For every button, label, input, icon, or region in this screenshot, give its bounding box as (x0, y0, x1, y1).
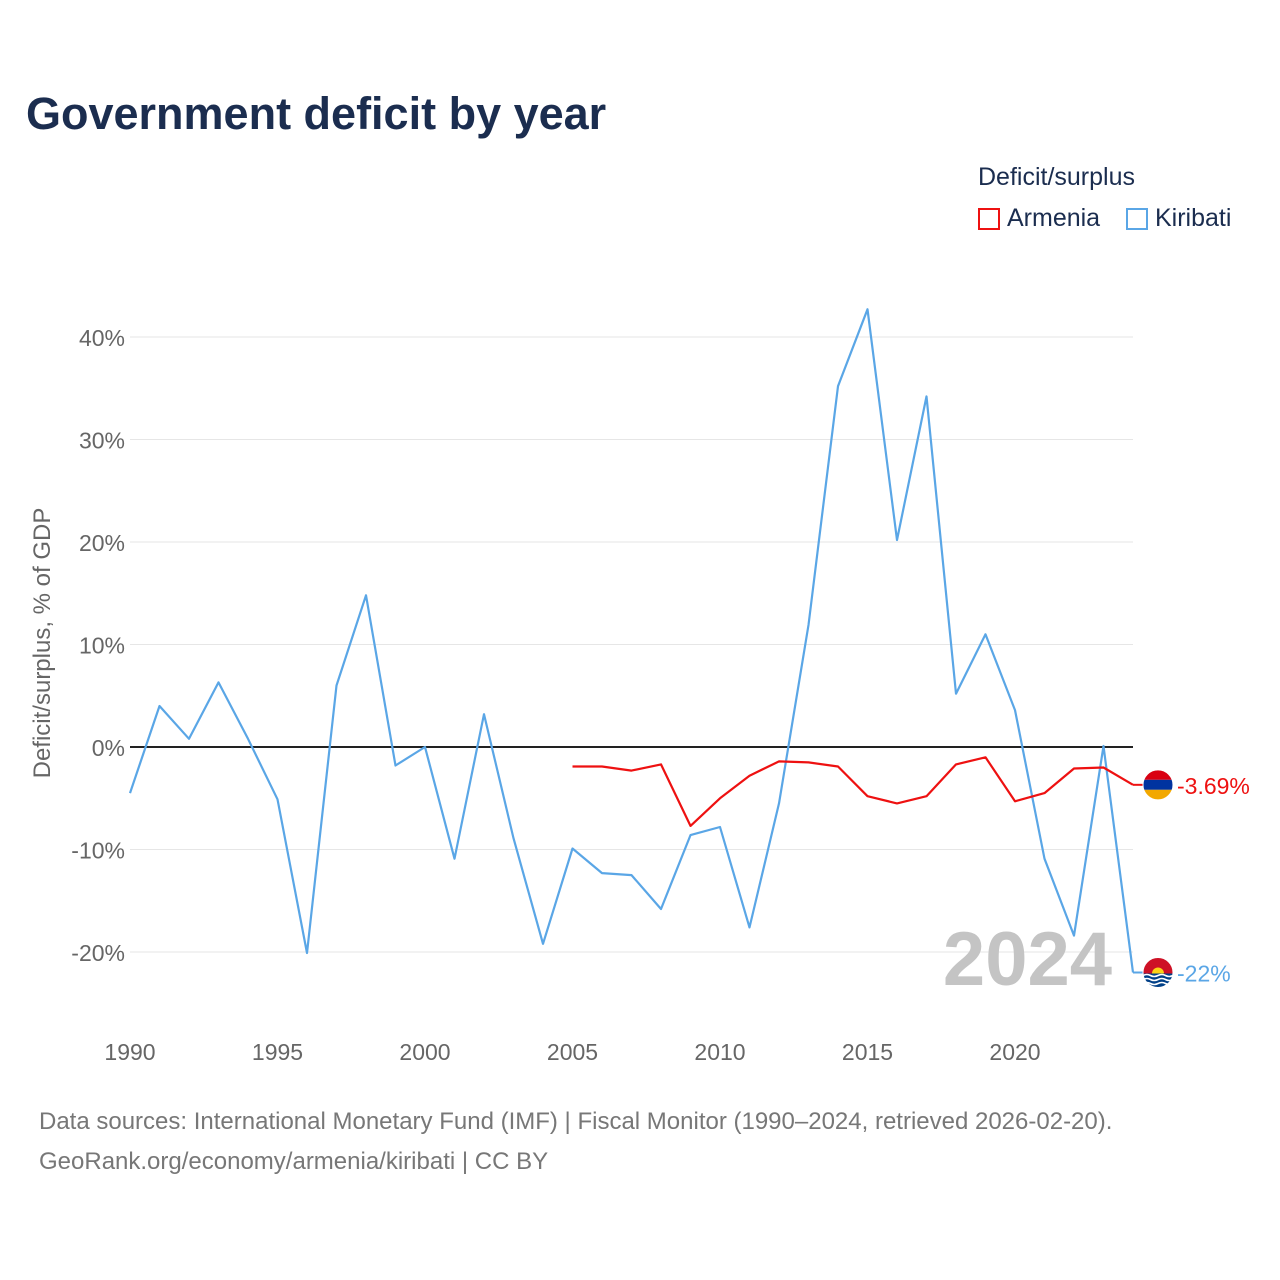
y-tick-label: 10% (79, 633, 125, 659)
year-watermark: 2024 (943, 917, 1112, 1002)
legend-swatch-armenia (978, 207, 1000, 230)
footer-attribution: GeoRank.org/economy/armenia/kiribati | C… (39, 1148, 549, 1175)
y-tick-label: -20% (71, 940, 125, 966)
y-axis-label: Deficit/surplus, % of GDP (29, 508, 56, 779)
y-tick-label: 40% (79, 325, 125, 351)
x-tick-label: 1990 (104, 1039, 155, 1065)
series-line-armenia[interactable] (572, 756, 1134, 828)
x-tick-label: 2005 (547, 1039, 598, 1065)
x-tick-label: 2000 (399, 1039, 450, 1065)
y-tick-label: 30% (79, 428, 125, 454)
legend-title: Deficit/surplus (978, 163, 1135, 191)
x-tick-label: 2015 (842, 1039, 893, 1065)
legend-item-armenia[interactable]: Armenia (978, 204, 1100, 233)
end-value-label-armenia: -3.69% (1177, 773, 1250, 799)
series-line-kiribati[interactable] (128, 308, 1135, 973)
y-axis-ticks: -20% -10% 0% 10% 20% 30% 40% (71, 325, 125, 966)
legend-label-armenia: Armenia (1007, 204, 1101, 232)
x-axis-ticks: 1990 1995 2000 2005 2010 2015 2020 (104, 1039, 1040, 1065)
legend-label-kiribati: Kiribati (1155, 204, 1232, 232)
gridlines (130, 336, 1133, 953)
kiribati-flag-icon (1142, 957, 1174, 988)
x-tick-label: 2020 (989, 1039, 1040, 1065)
end-value-label-kiribati: -22% (1177, 961, 1231, 987)
y-tick-label: 20% (79, 530, 125, 556)
legend-item-kiribati[interactable]: Kiribati (1126, 204, 1231, 233)
footer-sources: Data sources: International Monetary Fun… (39, 1108, 1113, 1135)
y-tick-label: -10% (71, 838, 125, 864)
armenia-flag-icon (1142, 769, 1174, 801)
x-tick-label: 1995 (252, 1039, 303, 1065)
y-tick-label: 0% (92, 735, 125, 761)
legend-swatch-kiribati (1126, 207, 1148, 230)
chart-title: Government deficit by year (26, 88, 607, 139)
x-tick-label: 2010 (694, 1039, 745, 1065)
